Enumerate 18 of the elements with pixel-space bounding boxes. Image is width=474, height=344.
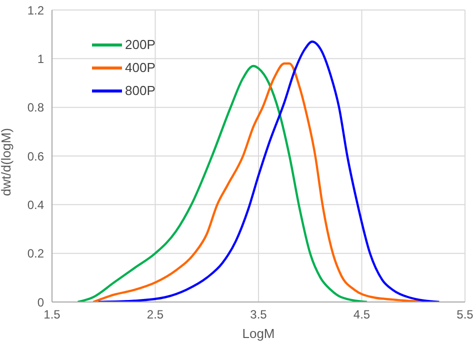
x-tick-label: 2.5 bbox=[146, 308, 164, 322]
y-tick-label: 0 bbox=[37, 295, 44, 310]
legend-label: 200P bbox=[125, 36, 156, 54]
y-tick-label: 1.2 bbox=[27, 3, 44, 18]
x-tick-label: 4.5 bbox=[353, 308, 370, 322]
x-tick-label: 3.5 bbox=[250, 308, 268, 322]
y-tick-label: 0.6 bbox=[27, 149, 44, 164]
x-axis-title: LogM bbox=[242, 326, 275, 341]
legend-label: 400P bbox=[125, 58, 156, 76]
legend-label: 800P bbox=[125, 82, 156, 100]
line-series bbox=[76, 64, 368, 302]
y-tick-label: 0.2 bbox=[27, 246, 44, 261]
y-axis-title: dwt/d(logM) bbox=[0, 128, 14, 196]
x-tick-label: 5.5 bbox=[456, 308, 474, 322]
x-tick-label: 1.5 bbox=[44, 308, 61, 322]
y-tick-label: 0.8 bbox=[27, 100, 44, 115]
y-tick-label: 1 bbox=[37, 52, 44, 66]
y-tick-label: 0.4 bbox=[27, 198, 44, 212]
